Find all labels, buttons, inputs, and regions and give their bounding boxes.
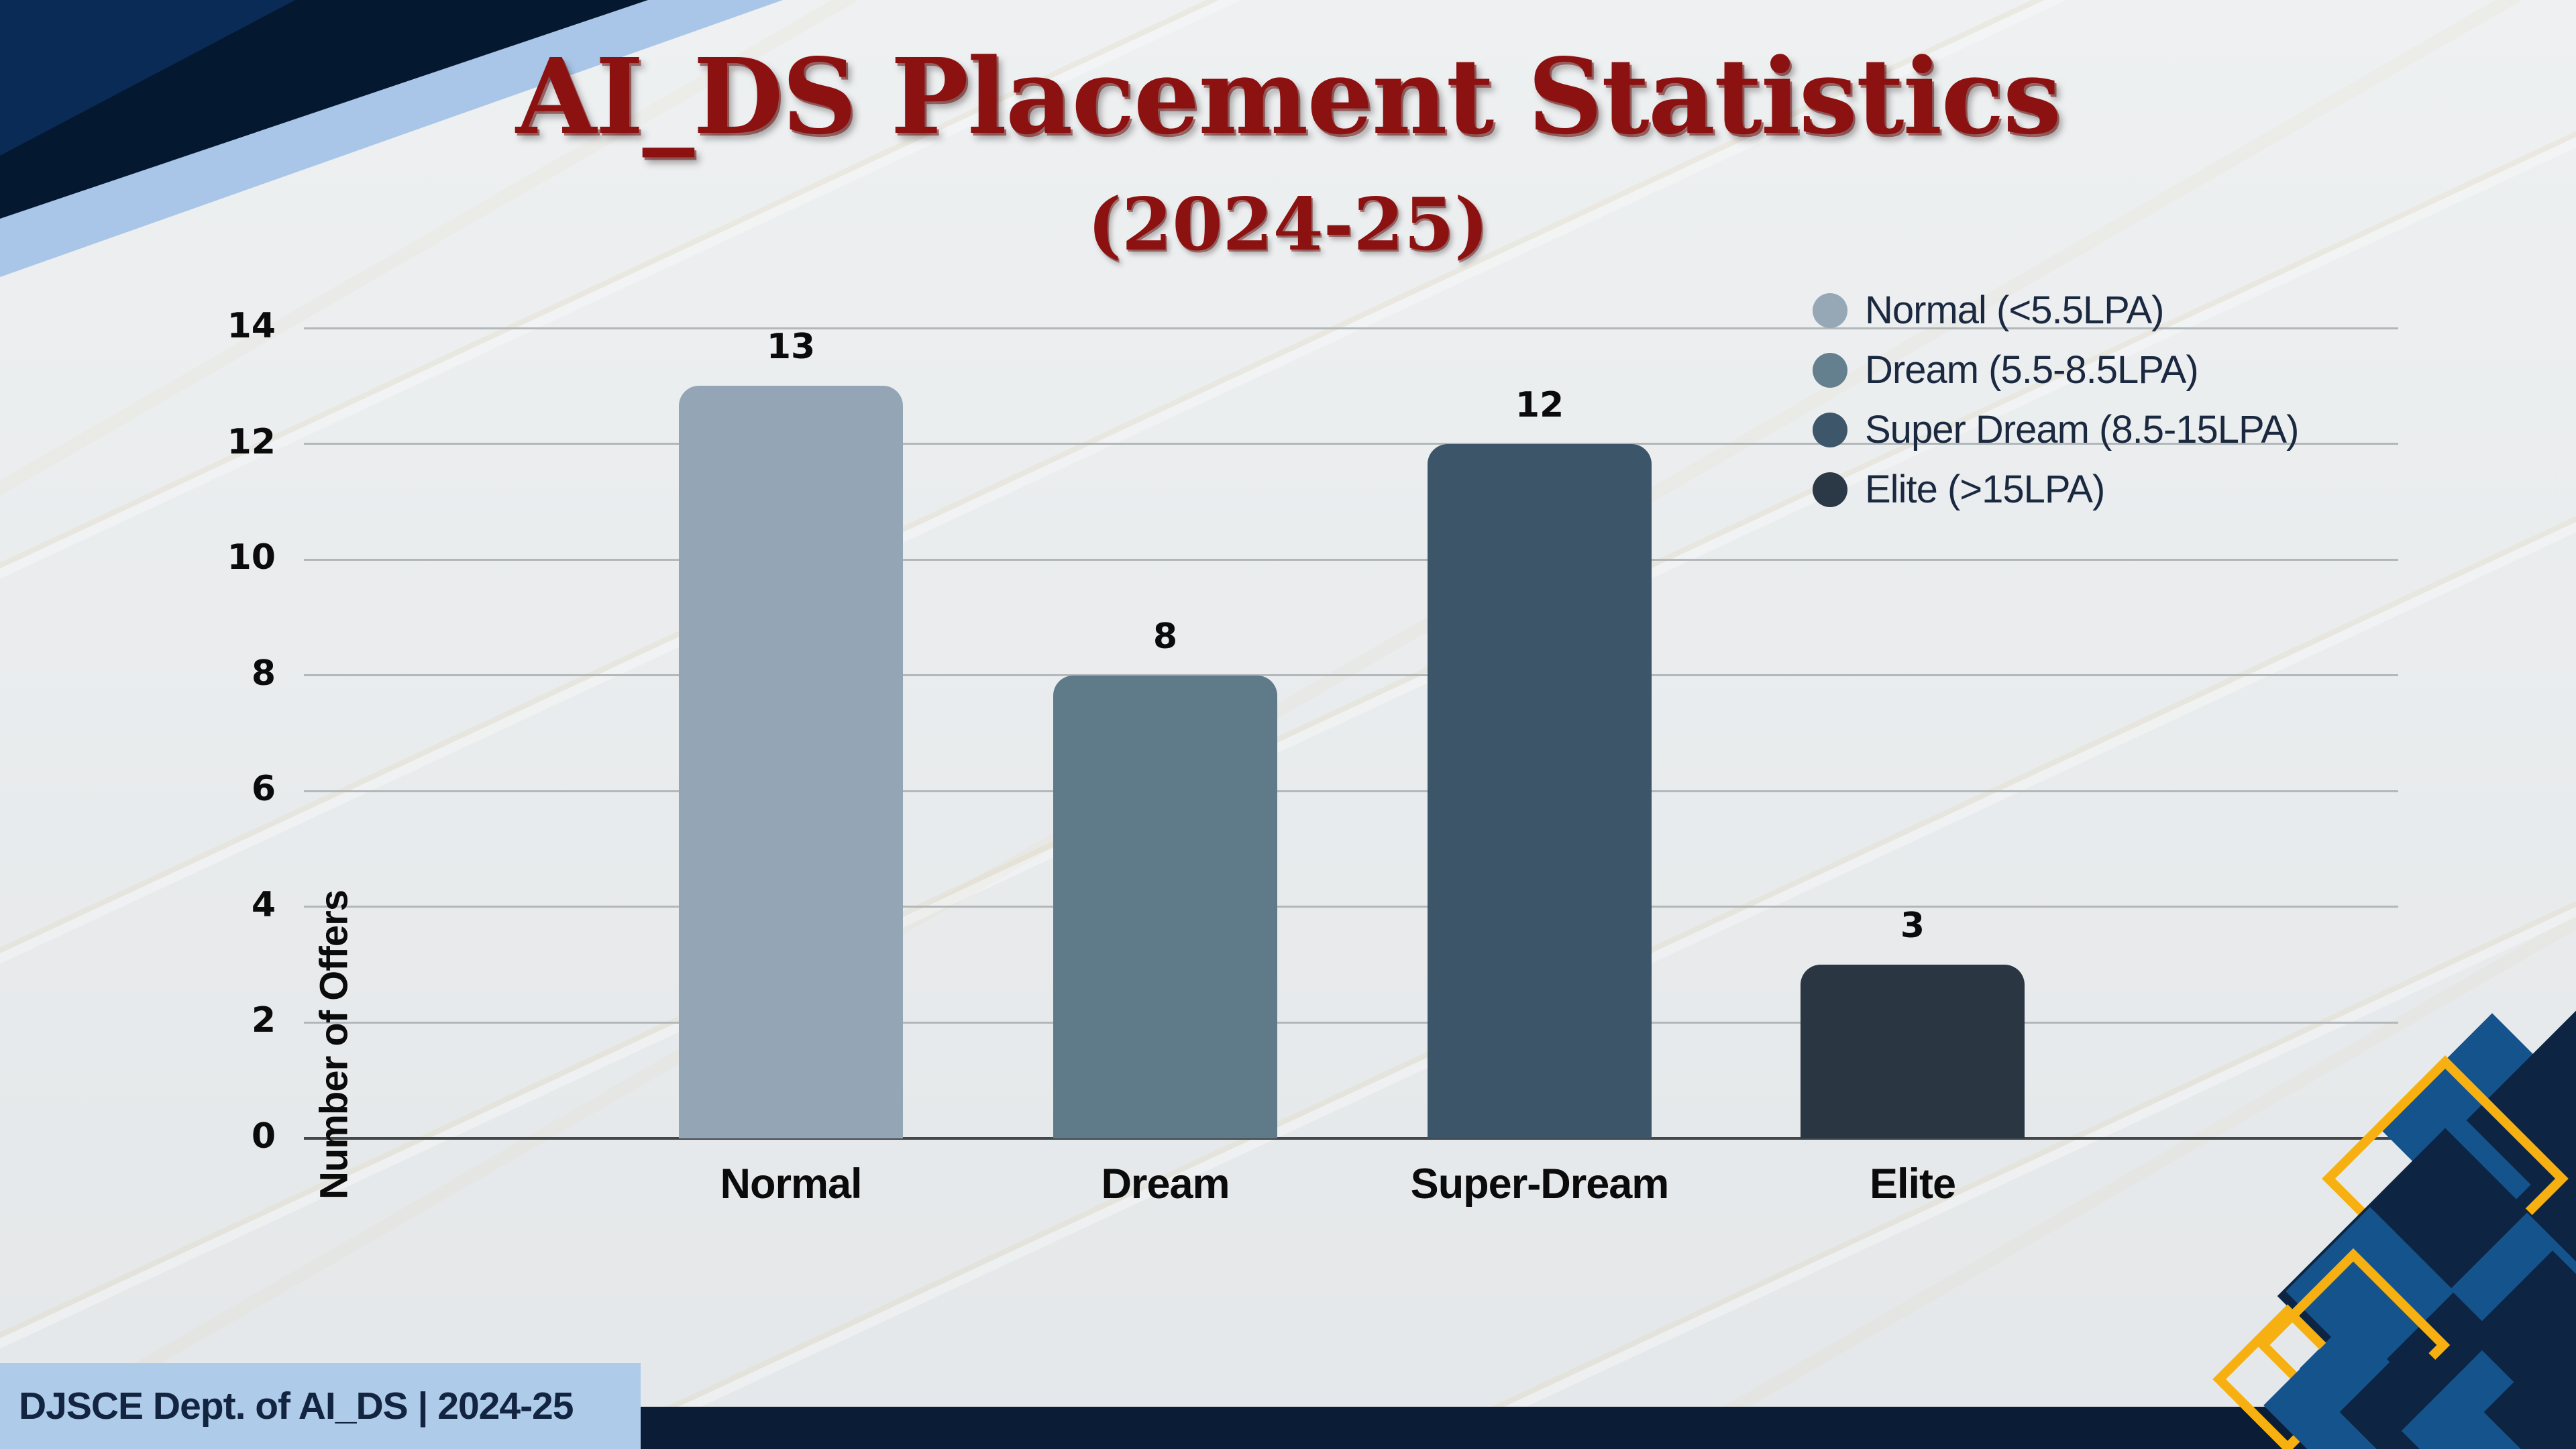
bar-value-elite: 3 bbox=[1900, 906, 1925, 947]
footer-badge-text: DJSCE Dept. of AI_DS | 2024-25 bbox=[19, 1385, 574, 1428]
gridline-y-4 bbox=[304, 906, 2398, 908]
x-tick-label-normal: Normal bbox=[720, 1161, 862, 1208]
x-tick-label-dream: Dream bbox=[1101, 1161, 1230, 1208]
footer-badge: DJSCE Dept. of AI_DS | 2024-25 bbox=[0, 1363, 641, 1449]
gridline-y-8 bbox=[304, 674, 2398, 677]
y-tick-label-2: 2 bbox=[251, 1000, 276, 1041]
diamond-shape bbox=[2277, 1128, 2576, 1449]
x-tick-label-elite: Elite bbox=[1869, 1161, 1956, 1208]
legend-label: Normal (<5.5LPA) bbox=[1865, 288, 2164, 332]
diamond-shape bbox=[2390, 1114, 2531, 1255]
y-tick-label-8: 8 bbox=[251, 653, 276, 694]
page-subtitle: (2024-25) bbox=[1087, 182, 1489, 267]
legend-label: Dream (5.5-8.5LPA) bbox=[1865, 348, 2199, 392]
legend-swatch-icon bbox=[1813, 292, 1847, 328]
diamond-shape bbox=[2299, 1320, 2397, 1417]
legend-label: Elite (>15LPA) bbox=[1865, 468, 2105, 511]
bar-elite bbox=[1801, 965, 2025, 1138]
x-tick-label-super-dream: Super-Dream bbox=[1410, 1161, 1670, 1208]
diamond-shape bbox=[2450, 1212, 2576, 1366]
legend-swatch-icon bbox=[1813, 412, 1847, 447]
legend-swatch-icon bbox=[1813, 352, 1847, 388]
bar-chart-plot-area: 13 Normal 8 Dream 12 Super-Dream 3 Elite 0 2 4 6 8 1… bbox=[227, 306, 2398, 1208]
y-axis-title: Number of Offers bbox=[312, 890, 356, 1199]
gridline-y-6 bbox=[304, 790, 2398, 792]
y-tick-label-0: 0 bbox=[251, 1116, 276, 1157]
gridline-y-10 bbox=[304, 558, 2398, 561]
legend-item-0: Normal (<5.5LPA) bbox=[1813, 280, 2298, 340]
bar-super-dream bbox=[1428, 443, 1652, 1138]
y-tick-label-14: 14 bbox=[227, 306, 276, 346]
legend-item-1: Dream (5.5-8.5LPA) bbox=[1813, 340, 2298, 400]
bar-normal bbox=[679, 386, 903, 1138]
chart-legend: Normal (<5.5LPA) Dream (5.5-8.5LPA) Super … bbox=[1813, 280, 2299, 519]
diamond-shape bbox=[2429, 996, 2576, 1319]
diamond-shape bbox=[2286, 1207, 2455, 1376]
diamond-shape bbox=[2378, 1013, 2576, 1241]
bar-value-normal: 13 bbox=[766, 327, 816, 368]
bar-value-super-dream: 12 bbox=[1515, 384, 1564, 425]
legend-label: Super Dream (8.5-15LPA) bbox=[1865, 408, 2299, 451]
legend-item-2: Super Dream (8.5-15LPA) bbox=[1813, 400, 2299, 460]
y-tick-label-6: 6 bbox=[251, 769, 276, 810]
y-tick-label-4: 4 bbox=[251, 884, 276, 925]
gridline-y-14 bbox=[304, 327, 2398, 329]
x-axis-line bbox=[304, 1137, 2398, 1140]
bar-value-dream: 8 bbox=[1152, 616, 1178, 657]
bar-dream bbox=[1053, 675, 1277, 1138]
legend-item-3: Elite (>15LPA) bbox=[1813, 460, 2298, 519]
legend-swatch-icon bbox=[1813, 472, 1847, 507]
y-tick-label-12: 12 bbox=[227, 421, 276, 462]
y-tick-label-10: 10 bbox=[227, 537, 276, 578]
gridline-y-12 bbox=[304, 443, 2398, 445]
gridline-y-2 bbox=[304, 1021, 2398, 1024]
page-title: AI_DS Placement Statistics bbox=[515, 35, 2061, 158]
